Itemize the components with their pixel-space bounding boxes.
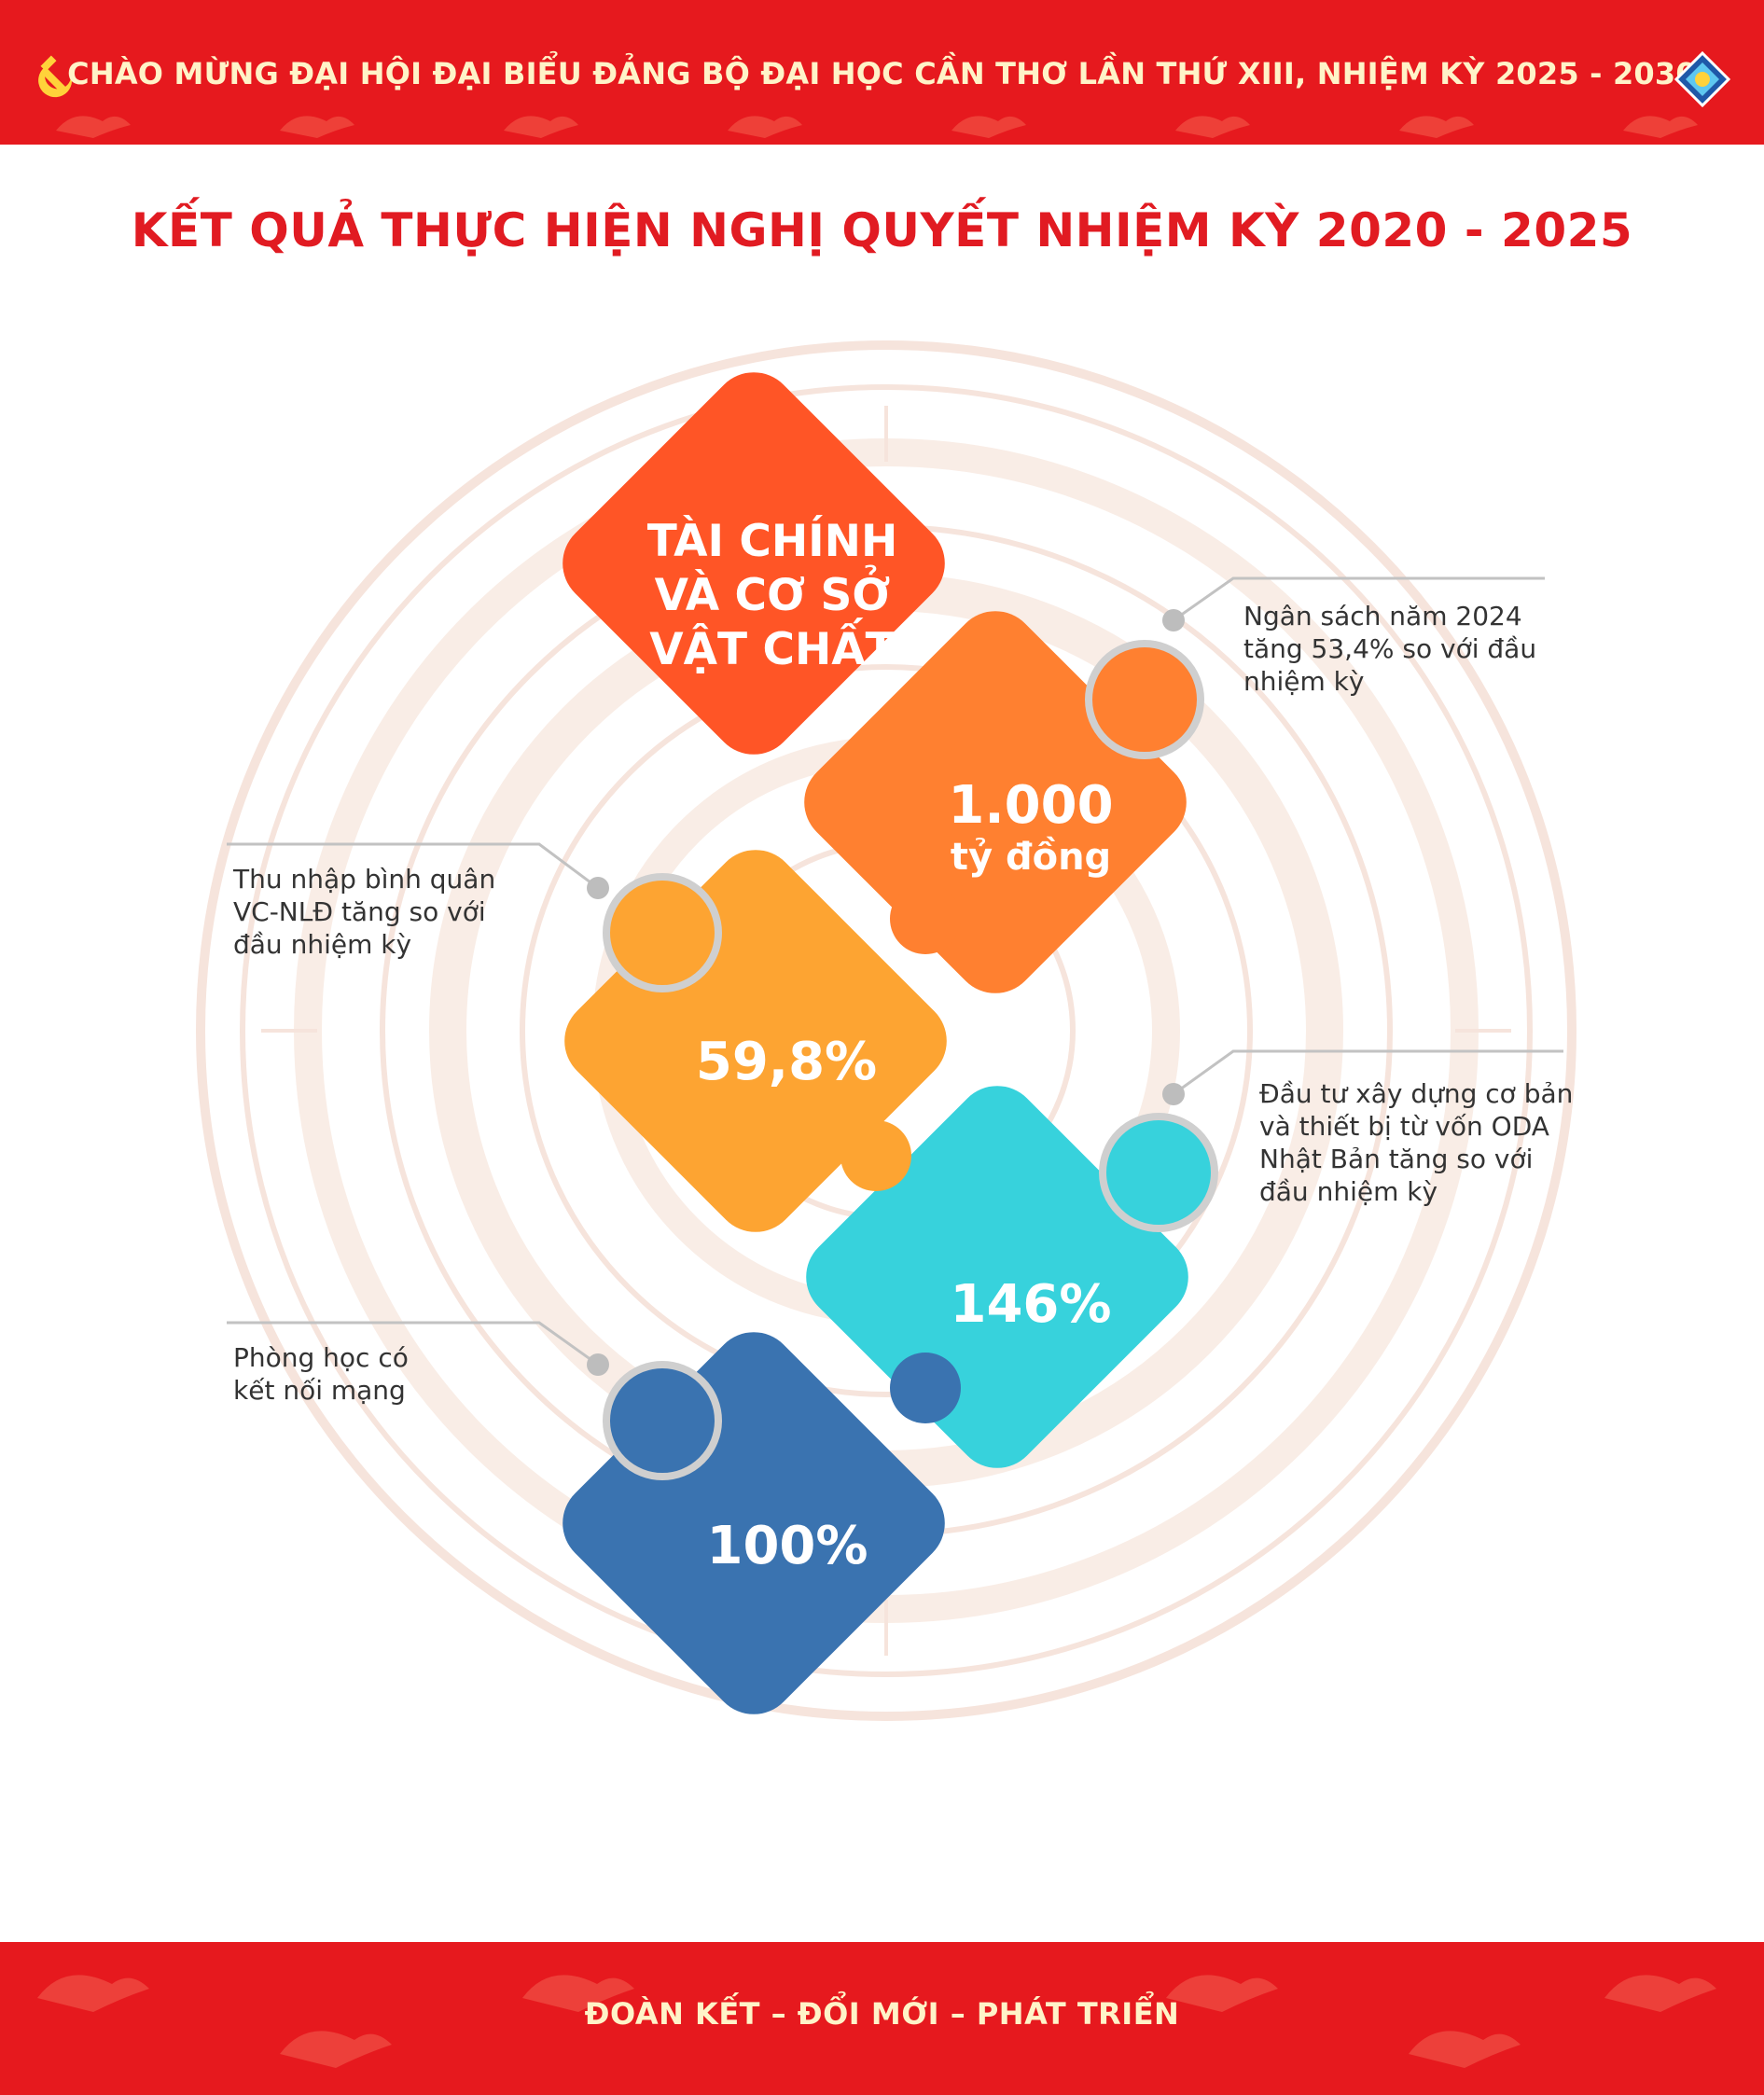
piece-2-value: 1.000 tỷ đồng (948, 775, 1114, 880)
piece-3-value: 59,8% (695, 1032, 878, 1092)
bottom-banner-pattern-decoration (37, 1975, 1716, 2068)
bottom-banner: ĐOÀN KẾT – ĐỔI MỚI – PHÁT TRIỂN (0, 1942, 1764, 2095)
oda-dot (1162, 1083, 1185, 1105)
classroom-ring (603, 1361, 722, 1480)
connector-line-income (227, 842, 599, 890)
slogan: ĐOÀN KẾT – ĐỔI MỚI – PHÁT TRIỂN (584, 1996, 1180, 2032)
annotation-budget: Ngân sách năm 2024 tăng 53,4% so với đầu… (1243, 601, 1537, 697)
income-dot (587, 877, 609, 899)
puzzle-piece-4 (806, 1086, 1188, 1468)
budget-dot (1162, 609, 1185, 631)
connector-line-classroom (227, 1321, 599, 1367)
banner-pattern-decoration (56, 116, 1698, 138)
annotation-classroom: Phòng học có kết nối mạng (233, 1342, 409, 1406)
piece-1-title: TÀI CHÍNH VÀ CƠ SỞ VẬT CHẤT (646, 516, 898, 675)
puzzle-piece-1 (563, 372, 961, 760)
classroom-dot (587, 1353, 609, 1376)
banner-title: CHÀO MỪNG ĐẠI HỘI ĐẠI BIỂU ĐẢNG BỘ ĐẠI H… (67, 56, 1697, 91)
budget-ring (1085, 640, 1204, 759)
piece-5-value: 100% (706, 1516, 868, 1576)
connector-line-oda (1173, 1049, 1563, 1096)
hammer-sickle-icon (38, 55, 73, 98)
annotation-oda: Đầu tư xây dựng cơ bản và thiết bị từ vố… (1259, 1078, 1574, 1207)
annotation-income: Thu nhập bình quân VC-NLĐ tăng so với đầ… (233, 864, 496, 960)
page-title: KẾT QUẢ THỰC HIỆN NGHỊ QUYẾT NHIỆM KỲ 20… (131, 203, 1633, 257)
piece-4-value: 146% (950, 1274, 1112, 1335)
university-logo-icon (1674, 51, 1730, 107)
top-banner: CHÀO MỪNG ĐẠI HỘI ĐẠI BIỂU ĐẢNG BỘ ĐẠI H… (0, 0, 1764, 145)
connector-line-budget (1173, 576, 1545, 622)
oda-ring (1099, 1113, 1218, 1232)
income-ring (603, 873, 722, 992)
